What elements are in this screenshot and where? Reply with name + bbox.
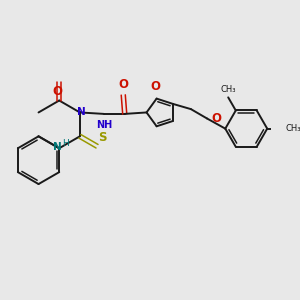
Text: NH: NH xyxy=(96,120,112,130)
Text: N: N xyxy=(53,142,62,152)
Text: N: N xyxy=(77,107,86,117)
Text: O: O xyxy=(52,85,62,98)
Text: O: O xyxy=(150,80,160,93)
Text: H: H xyxy=(62,139,69,148)
Text: CH₃: CH₃ xyxy=(286,124,300,133)
Text: S: S xyxy=(98,131,107,144)
Text: O: O xyxy=(211,112,221,125)
Text: CH₃: CH₃ xyxy=(220,85,236,94)
Text: O: O xyxy=(118,78,128,91)
